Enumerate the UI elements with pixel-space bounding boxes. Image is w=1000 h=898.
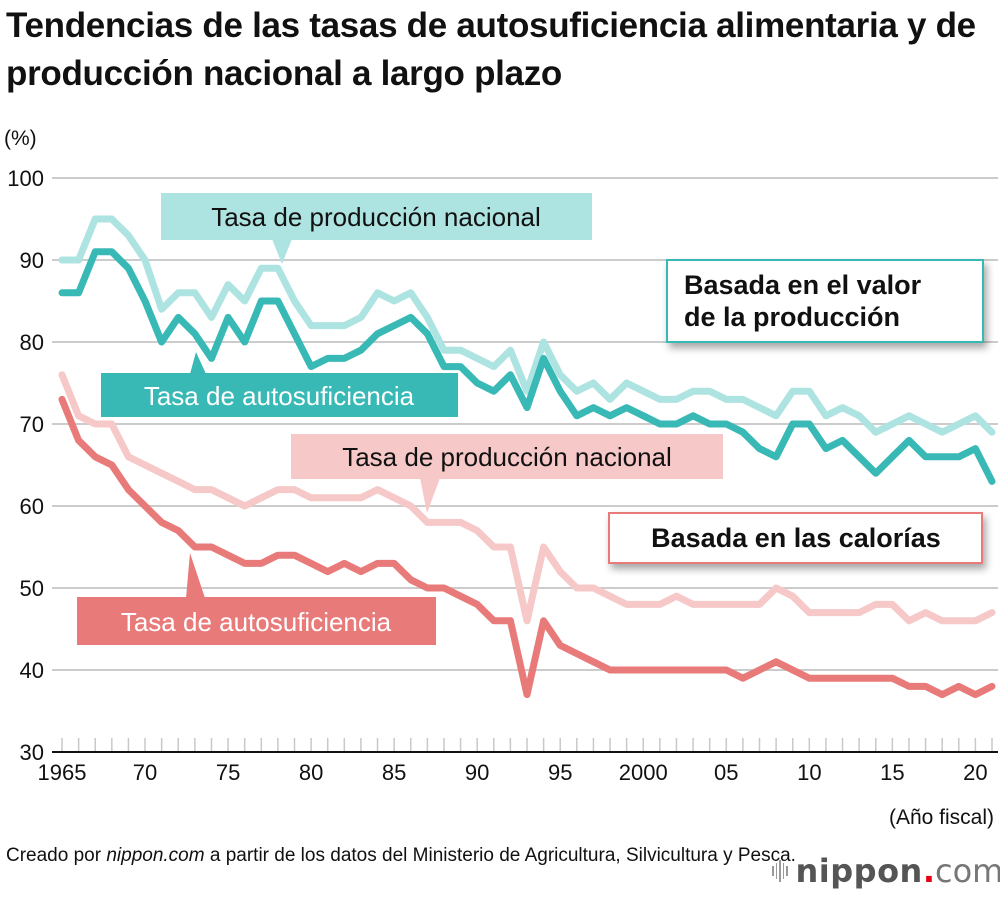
source-note: Creado por nippon.com a partir de los da…: [6, 842, 796, 869]
x-tick-label: 2000: [619, 760, 668, 785]
x-tick-label: 95: [548, 760, 572, 785]
callout-pointer: [420, 478, 440, 513]
x-tick-label: 80: [299, 760, 323, 785]
callout-calorie-production: Tasa de producción nacional: [291, 434, 723, 513]
y-tick-label: 90: [20, 248, 44, 273]
callout-pointer: [272, 239, 292, 264]
callout-text: Tasa de autosuficiencia: [121, 607, 392, 637]
source-site: nippon.com: [106, 845, 205, 866]
y-tick-label: 30: [20, 740, 44, 765]
x-axis-label: (Año fiscal): [889, 806, 994, 829]
callout-value-self: Tasa de autosuficiencia: [101, 352, 458, 417]
logo-tld: com: [934, 852, 1000, 890]
y-tick-label: 80: [20, 330, 44, 355]
x-tick-label: 75: [216, 760, 240, 785]
callout-box: [291, 434, 723, 479]
x-tick-label: 90: [465, 760, 489, 785]
chart-title: Tendencias de las tasas de autosuficienc…: [6, 6, 976, 93]
x-axis: 1965 70 75 80 85 90 95 2000 05 10 15 20: [38, 738, 998, 785]
callout-text: Tasa de producción nacional: [342, 442, 672, 472]
y-tick-label: 40: [20, 658, 44, 683]
y-tick-label: 100: [7, 166, 44, 191]
series-line-calorie-self: [58, 395, 996, 699]
nippon-logo: nippon. com: [772, 852, 1000, 890]
y-axis-unit: (%): [4, 127, 37, 150]
callout-box: [161, 193, 592, 240]
series-line-value-self: [58, 248, 996, 485]
series-lines: [58, 215, 996, 699]
group-label-text: Basada en las calorías: [651, 523, 941, 553]
callout-calorie-self: Tasa de autosuficiencia: [77, 553, 436, 645]
x-tick-label: 10: [797, 760, 821, 785]
y-tick-label: 60: [20, 494, 44, 519]
callout-pointer: [190, 352, 206, 374]
x-tick-label: 05: [714, 760, 738, 785]
callout-value-production: Tasa de producción nacional: [161, 193, 592, 264]
x-tick-label: 1965: [38, 760, 87, 785]
callout-text: Tasa de producción nacional: [211, 202, 541, 232]
group-label-value: Basada en el valor de la producción: [666, 259, 984, 343]
y-tick-label: 50: [20, 576, 44, 601]
series-line-value-production: [58, 215, 996, 436]
x-tick-label: 70: [133, 760, 157, 785]
group-label-calorie: Basada en las calorías: [608, 512, 983, 564]
callout-pointer: [186, 553, 205, 598]
logo-dot: .: [922, 852, 935, 890]
x-tick-label: 15: [880, 760, 904, 785]
callout-box: [77, 597, 436, 645]
group-label-line2: de la producción: [684, 302, 900, 332]
y-axis: 30 40 50 60 70 80 90 100: [7, 166, 44, 765]
source-prefix: Creado por: [6, 845, 107, 866]
series-line-calorie-production: [58, 371, 996, 625]
callout-text: Tasa de autosuficiencia: [144, 381, 415, 411]
group-label-line1: Basada en el valor: [684, 270, 922, 300]
callout-box: [101, 373, 458, 417]
logo-name: nippon: [795, 852, 923, 890]
group-label-box: [666, 259, 984, 343]
x-tick-label: 20: [963, 760, 987, 785]
x-tick-label: 85: [382, 760, 406, 785]
sound-bars-icon: [772, 860, 788, 882]
y-tick-label: 70: [20, 412, 44, 437]
source-suffix: a partir de los datos del Ministerio de …: [204, 845, 796, 866]
group-label-box: [608, 512, 983, 564]
